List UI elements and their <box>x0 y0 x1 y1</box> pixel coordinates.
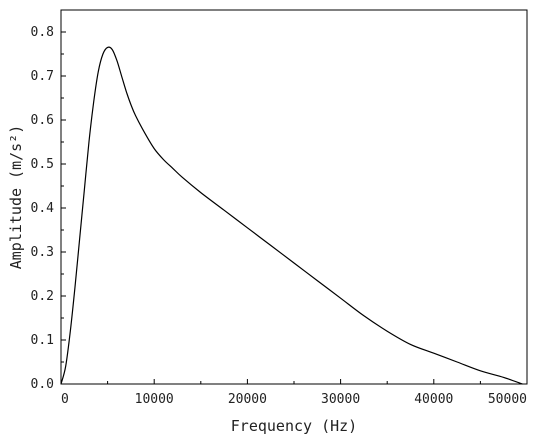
y-tick-label: 0.2 <box>31 289 54 304</box>
y-tick-label: 0.4 <box>31 201 55 216</box>
y-axis-ticks: 0.0 0.1 0.2 0.3 0.4 0.5 0.6 0.7 0.8 <box>31 25 66 392</box>
x-axis-label: Frequency (Hz) <box>231 417 357 435</box>
y-tick-label: 0.0 <box>31 377 54 392</box>
amplitude-series-line <box>60 46 523 385</box>
x-tick-label: 10000 <box>135 392 174 407</box>
x-axis-ticks: 0 10000 20000 30000 40000 50000 <box>60 379 528 407</box>
y-tick-label: 0.1 <box>31 333 54 348</box>
y-tick-label: 0.5 <box>31 157 54 172</box>
y-tick-label: 0.6 <box>31 113 54 128</box>
y-tick-label: 0.7 <box>31 69 54 84</box>
x-tick-label: 30000 <box>321 392 360 407</box>
x-tick-label: 0 <box>61 392 69 407</box>
x-tick-label: 40000 <box>414 392 453 407</box>
y-tick-label: 0.3 <box>31 245 54 260</box>
x-tick-label: 50000 <box>488 392 527 407</box>
x-tick-label: 20000 <box>228 392 267 407</box>
plot-frame <box>60 9 528 385</box>
y-tick-label: 0.8 <box>31 25 54 40</box>
y-axis-label: Amplitude (m/s²) <box>7 125 25 270</box>
